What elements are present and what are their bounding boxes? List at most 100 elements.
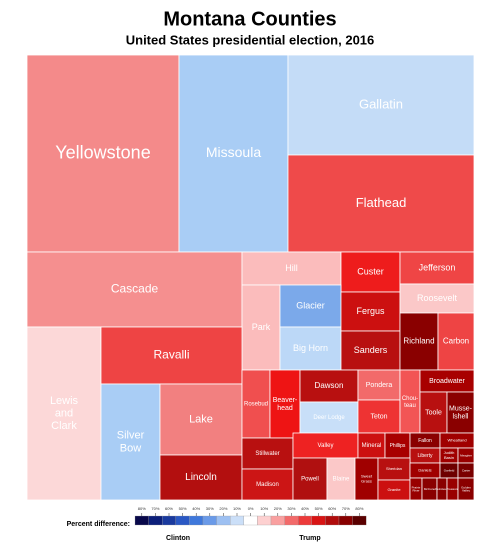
- county-cell: [299, 401, 359, 434]
- county-label-line: Beaver-: [273, 397, 298, 404]
- legend-tick-label: 70%: [151, 506, 159, 511]
- legend-left: Clinton: [166, 535, 190, 542]
- county-label: Wheatland: [447, 438, 466, 443]
- county-label: Lincoln: [185, 472, 217, 483]
- legend-tick-label: 80%: [138, 506, 146, 511]
- county-label: Petroleum: [435, 487, 449, 491]
- county-cell: [419, 391, 448, 434]
- legend-swatch: [148, 515, 163, 526]
- county-cell: [357, 369, 401, 401]
- county-label: Gallatin: [359, 96, 403, 111]
- county-label-line: Judith: [444, 450, 455, 455]
- county-label-line: Grass: [361, 478, 372, 483]
- county-label-line: Clark: [51, 420, 77, 432]
- county-label-line: lshell: [453, 413, 469, 420]
- legend-title: Percent difference:: [67, 521, 130, 528]
- county-label: Mineral: [362, 443, 382, 449]
- legend-tick-label: 40%: [301, 506, 309, 511]
- county-label: Richland: [403, 337, 434, 346]
- legend-swatch: [352, 515, 367, 526]
- legend-tick-label: 60%: [165, 506, 173, 511]
- legend-swatch: [189, 515, 204, 526]
- county-label: Powell: [301, 477, 319, 483]
- county-label: Granite: [387, 487, 401, 492]
- legend-swatch: [270, 515, 285, 526]
- county-cell: [292, 432, 359, 459]
- county-label: Deer Lodge: [313, 415, 345, 421]
- county-cell: [287, 54, 475, 156]
- county-label: Sanders: [354, 345, 388, 355]
- legend-swatch: [134, 515, 149, 526]
- county-label: Fallon: [418, 438, 432, 444]
- county-label-line: River: [412, 489, 419, 493]
- legend-tick-label: 40%: [192, 506, 200, 511]
- county-label: Meagher: [460, 453, 472, 457]
- county-label: Jefferson: [419, 262, 456, 272]
- county-cell: [241, 369, 271, 439]
- legend-swatch: [175, 515, 190, 526]
- county-label: Big Horn: [293, 343, 328, 353]
- legend-tick-label: 20%: [274, 506, 282, 511]
- county-label: Teton: [370, 413, 387, 420]
- legend-tick-label: 60%: [328, 506, 336, 511]
- county-label: Yellowstone: [55, 142, 150, 162]
- county-cell: [326, 457, 356, 501]
- county-label: Rosebud: [244, 402, 268, 408]
- county-label: Fergus: [356, 306, 385, 316]
- county-cell: [26, 326, 102, 501]
- legend-tick-label: 30%: [287, 506, 295, 511]
- legend-tick-label: 10%: [233, 506, 241, 511]
- county-cell: [457, 477, 475, 501]
- county-label: Missoula: [206, 144, 261, 160]
- county-label: Flathead: [356, 195, 407, 210]
- county-cell: [159, 383, 243, 456]
- county-label-line: Chou-: [402, 396, 418, 402]
- county-label-line: Sweet: [361, 474, 373, 479]
- legend-swatch: [243, 515, 258, 526]
- county-label-line: teau: [404, 403, 416, 409]
- county-cell: [241, 251, 342, 286]
- county-label-line: Basin: [444, 455, 454, 460]
- county-label: Lake: [189, 413, 213, 425]
- legend-swatch: [202, 515, 217, 526]
- county-label: Musse-lshell: [449, 405, 473, 420]
- county-label-line: Musse-: [449, 405, 473, 412]
- county-cell: [26, 251, 243, 328]
- legend-swatch: [311, 515, 326, 526]
- county-label: Sweet Grass: [361, 474, 373, 484]
- legend-swatch: [216, 515, 231, 526]
- county-cell: [178, 54, 289, 253]
- county-label: Beaver-head: [273, 397, 298, 412]
- county-cell: [287, 154, 475, 253]
- county-label: Glacier: [296, 300, 325, 310]
- county-label-line: Prairie: [412, 485, 421, 489]
- legend-swatch: [325, 515, 340, 526]
- county-label: Prairie River: [412, 485, 421, 492]
- county-label: Carter: [462, 468, 470, 472]
- legend-tick-label: 10%: [260, 506, 268, 511]
- county-label-line: Lewis: [50, 395, 79, 407]
- county-label: Daniels: [418, 468, 431, 473]
- legend-tick-label: 50%: [179, 506, 187, 511]
- county-cell: [159, 454, 243, 501]
- legend-swatch: [298, 515, 312, 526]
- county-label: Roosevelt: [417, 293, 458, 303]
- county-cell: [437, 312, 475, 371]
- county-cell: [399, 251, 475, 285]
- county-label: Park: [252, 322, 271, 332]
- legend-swatch: [338, 515, 353, 526]
- county-cell: [340, 330, 401, 371]
- county-label: Blaine: [333, 477, 350, 483]
- county-label-line: head: [277, 405, 293, 412]
- county-label: Phillips: [390, 443, 406, 449]
- county-label: Pondera: [366, 382, 393, 389]
- county-label: Custer: [357, 266, 384, 276]
- county-cell: [446, 391, 475, 434]
- county-label: Dawson: [315, 381, 344, 390]
- county-label: Carbon: [443, 337, 469, 346]
- county-label: Toole: [425, 409, 442, 416]
- county-label: McCone: [424, 487, 436, 491]
- county-label: Chou-teau: [402, 396, 418, 409]
- legend-tick-label: 70%: [342, 506, 350, 511]
- county-label: Garfield: [444, 468, 455, 472]
